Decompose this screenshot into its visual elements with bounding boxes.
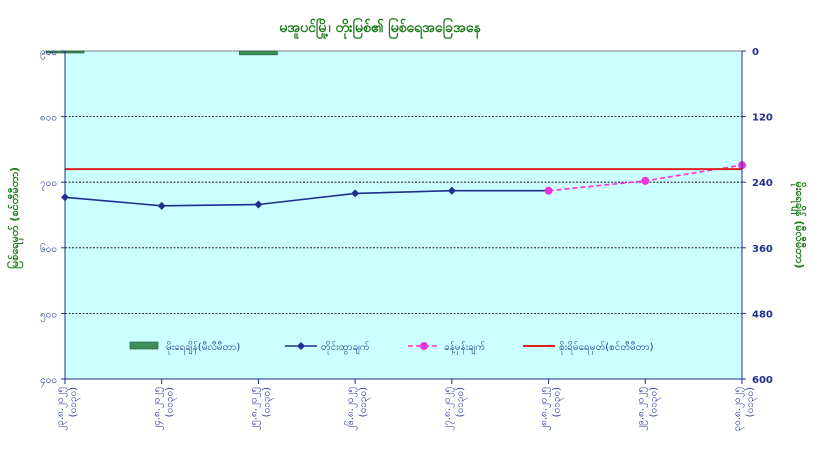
y-left-tick-label: ၈၀၀ [40, 113, 57, 124]
y-right-tick-label: 0 [752, 47, 759, 58]
x-tick-label: (၀၁၃၀) [358, 387, 371, 417]
y-right-tick-label: 120 [752, 113, 773, 124]
x-tick-label: (၀၁၃၀) [648, 387, 661, 417]
x-tick-label: ၂၈.၈.၂၀၂၅ [539, 387, 552, 431]
x-tick-label: ၂၆.၈.၂၀၂၅ [343, 387, 358, 431]
y-axis-right-label: မိုးရေချိန် (မီလီမီတာ) [790, 182, 807, 269]
y-left-tick-label: ၄၀၀ [40, 375, 57, 388]
y-right-tick-label: 240 [752, 178, 773, 189]
legend: မိုးရေချိန်(မီလီမီတာ) တိုင်းထွာချက် ခန့်မှ… [129, 340, 654, 355]
legend-label: တိုင်းထွာချက် [321, 340, 370, 355]
y-left-tick-label: ၉၀၀ [40, 47, 57, 60]
x-tick-label: (၀၁၃၀) [261, 387, 274, 417]
x-tick-label: ၂၃.၈.၂၀၂၅ [55, 387, 68, 431]
legend-forecast: ခန့်မှန်းချက် [408, 340, 485, 355]
legend-label: ခန့်မှန်းချက် [444, 340, 485, 355]
forecast-point [641, 176, 650, 185]
y-left-tick-label: ၇၀၀ [40, 178, 57, 191]
x-tick-label-group: ၂၃.၈.၂၀၂၅ (၀၁၃၀) [55, 387, 81, 431]
x-tick-label: ၂၄.၈.၂၀၂၅ [152, 387, 165, 431]
y-right-tick-label: 480 [752, 309, 773, 320]
observed-point [447, 186, 456, 195]
x-tick-label: (၀၁၃၀) [165, 387, 178, 417]
legend-marker [297, 342, 305, 350]
observed-point [157, 201, 166, 210]
x-tick-label: (၀၁၃၀) [745, 387, 758, 417]
x-tick-label-group: ၂၆.၈.၂၀၂၅ (၀၁၃၀) [343, 387, 371, 431]
y-axis-left-label: မြစ်ရေမှတ် (စင်တီမီတာ) [6, 167, 24, 269]
x-tick-label: ၂၉.၈.၂၀၂၅ [635, 387, 648, 431]
forecast-point [544, 186, 553, 195]
legend-danger-level: စိုးရိမ်ရေမှတ်(စင်တီမီတာ) [523, 340, 654, 355]
x-tick-label-group: ၃၀.၈.၂၀၂၅ (၀၁၃၀) [732, 387, 758, 431]
legend-label: မိုးရေချိန်(မီလီမီတာ) [166, 340, 240, 355]
observed-line [64, 189, 549, 207]
series-lines [61, 161, 746, 210]
rainfall-bar [239, 50, 278, 56]
plot-area [64, 50, 743, 380]
x-tick-label-group: ၂၉.၈.၂၀၂၅ (၀၁၃၀) [635, 387, 661, 431]
x-tick-label: ၂၅.၈.၂၀၂၅ [248, 387, 261, 431]
x-tick-label: (၀၁၃၀) [68, 387, 81, 417]
y-right-tick-label: 600 [752, 375, 773, 386]
chart-title: မအူပင်မြို့၊ တိုးမြစ်၏ မြစ်ရေအခြေအနေ [279, 18, 481, 39]
observed-point [254, 200, 263, 209]
x-tick-label: (၀၁၃၀) [455, 387, 468, 417]
x-tick-label: ၂၇.၈.၂၀၂၅ [442, 387, 455, 431]
x-tick-label-group: ၂၄.၈.၂၀၂၅ (၀၁၃၀) [152, 387, 178, 431]
x-tick-label-group: ၂၈.၈.၂၀၂၅ (၀၁၃၀) [539, 387, 565, 431]
x-tick-label: (၀၁၃၀) [552, 387, 565, 417]
legend-label: စိုးရိမ်ရေမှတ်(စင်တီမီတာ) [559, 340, 654, 355]
y-right-tick-label: 360 [752, 244, 773, 255]
legend-swatch [129, 341, 159, 350]
legend-rainfall: မိုးရေချိန်(မီလီမီတာ) [129, 340, 240, 355]
y-left-tick-label: ၅၀၀ [40, 309, 57, 322]
legend-marker [420, 342, 428, 350]
legend-observed: တိုင်းထွာချက် [285, 340, 370, 355]
x-tick-label-group: ၂၅.၈.၂၀၂၅ (၀၁၃၀) [248, 387, 274, 431]
x-tick-label-group: ၂၇.၈.၂၀၂၅ (၀၁၃၀) [442, 387, 468, 431]
x-tick-label: ၃၀.၈.၂၀၂၅ [732, 387, 745, 431]
y-left-tick-label: ၆၀၀ [40, 242, 57, 255]
observed-point [351, 189, 360, 198]
